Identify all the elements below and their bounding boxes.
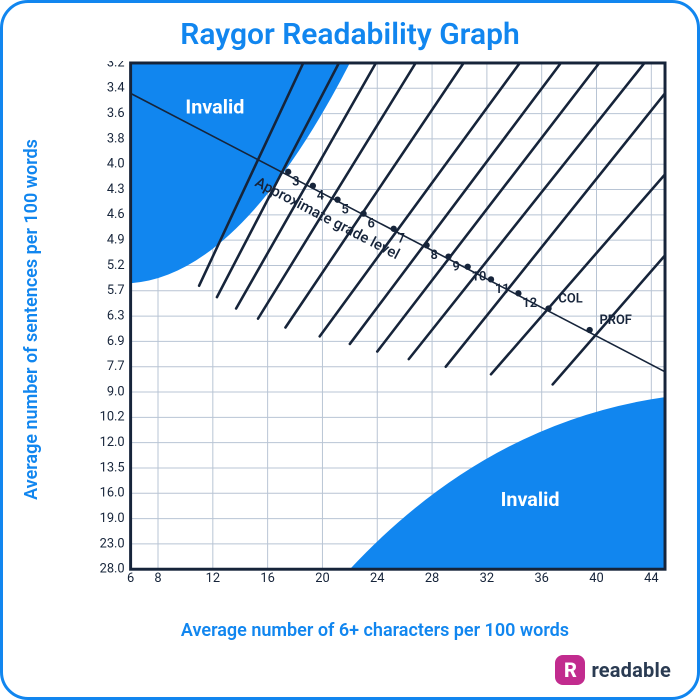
brand-badge: R (555, 655, 585, 685)
grade-label: PROF (600, 313, 632, 328)
plot-area: 3456789101112COLPROFApproximate grade le… (93, 61, 667, 589)
chart-title: Raygor Readability Graph (3, 17, 697, 52)
y-tick: 4.9 (107, 233, 125, 248)
grade-label: 9 (452, 259, 459, 274)
y-tick: 3.8 (107, 131, 125, 146)
x-tick: 32 (480, 571, 494, 586)
invalid-label-top: Invalid (185, 96, 244, 119)
y-tick: 7.7 (107, 359, 125, 374)
x-tick: 6 (127, 571, 134, 586)
y-tick: 5.2 (107, 258, 125, 273)
y-axis-label: Average number of sentences per 100 word… (21, 139, 42, 500)
y-tick: 12.0 (100, 435, 125, 450)
y-tick: 3.2 (107, 61, 125, 70)
x-tick: 36 (534, 571, 548, 586)
y-tick: 4.3 (107, 182, 125, 197)
grade-label: 12 (522, 296, 537, 311)
grade-label: 11 (495, 282, 510, 297)
x-tick: 24 (370, 571, 384, 586)
grade-label: COL (558, 292, 582, 307)
x-tick: 8 (154, 571, 161, 586)
y-tick: 13.5 (100, 460, 125, 475)
grade-label: 3 (292, 175, 299, 190)
grade-label: 8 (431, 248, 438, 263)
x-tick: 12 (206, 571, 220, 586)
y-axis-label-wrap: Average number of sentences per 100 word… (19, 61, 43, 577)
brand-logo: R readable (555, 655, 671, 685)
y-tick: 16.0 (100, 486, 125, 501)
y-tick: 19.0 (100, 511, 125, 526)
plot-svg: 3456789101112COLPROFApproximate grade le… (93, 61, 667, 589)
y-tick: 23.0 (100, 536, 125, 551)
y-tick: 6.3 (107, 308, 125, 323)
x-tick: 20 (315, 571, 329, 586)
grade-label: 10 (472, 270, 487, 285)
x-tick: 28 (425, 571, 439, 586)
x-tick: 40 (589, 571, 603, 586)
y-tick: 5.7 (107, 283, 125, 298)
grade-label: 4 (317, 189, 324, 204)
y-tick: 4.6 (107, 207, 125, 222)
y-tick: 28.0 (100, 562, 125, 577)
y-tick: 10.2 (100, 410, 125, 425)
y-tick: 6.9 (107, 334, 125, 349)
y-tick: 9.0 (107, 384, 125, 399)
x-tick: 16 (260, 571, 274, 586)
y-tick: 4.0 (107, 157, 125, 172)
y-tick: 3.6 (107, 106, 125, 121)
brand-text: readable (591, 658, 671, 682)
y-tick: 3.4 (107, 81, 125, 96)
x-axis-label: Average number of 6+ characters per 100 … (93, 620, 657, 641)
chart-card: Raygor Readability Graph Average number … (0, 0, 700, 700)
invalid-label-bottom: Invalid (501, 488, 560, 511)
x-tick: 44 (644, 571, 658, 586)
